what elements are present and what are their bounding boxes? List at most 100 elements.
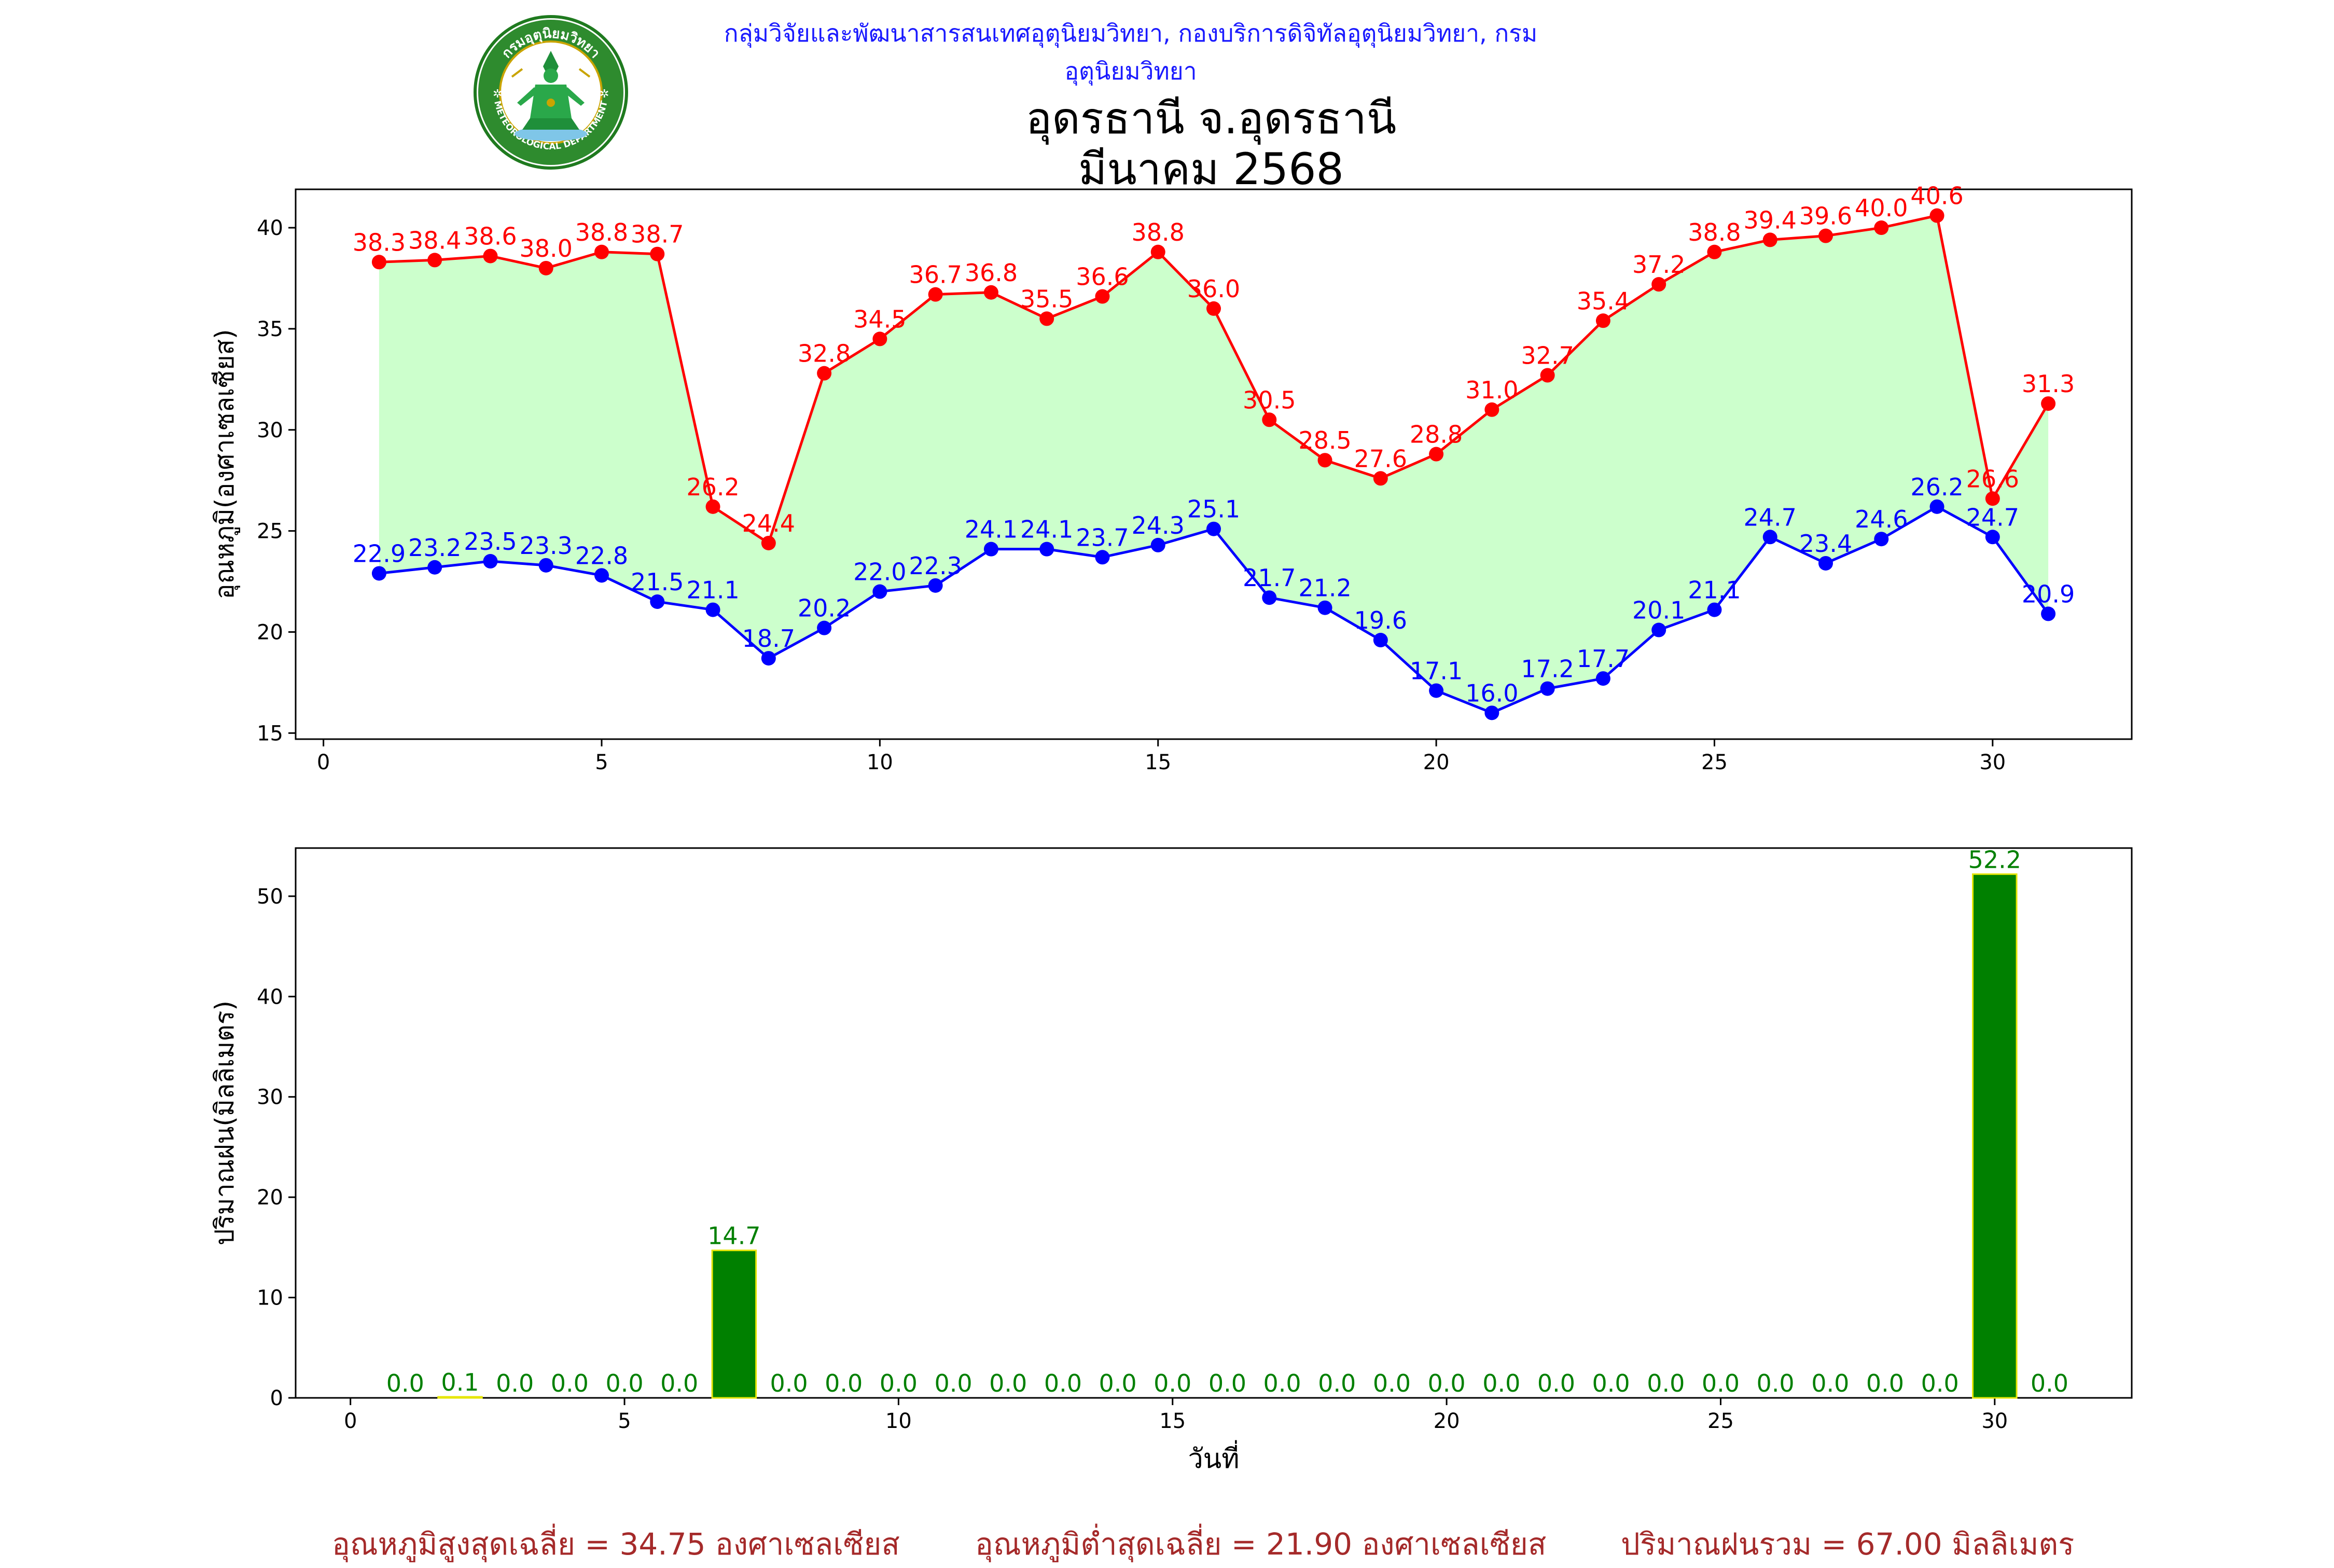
rain-value-label: 0.0: [551, 1369, 589, 1397]
rain-value-label: 0.0: [1154, 1369, 1191, 1397]
rain-value-label: 0.0: [496, 1369, 534, 1397]
min-temp-label: 26.2: [1910, 473, 1963, 501]
min-temp-label: 19.6: [1354, 606, 1407, 634]
footer-average-max-temp: อุณหภูมิสูงสุดเฉลี่ย = 34.75 องศาเซลเซีย…: [332, 1527, 900, 1562]
max-temp-point: [1985, 491, 2000, 506]
min-temp-label: 25.1: [1187, 495, 1240, 523]
deity-figure-icon: [511, 51, 591, 141]
temperature-range-fill: [379, 215, 2049, 713]
temp-axes-frame: [295, 188, 2133, 740]
max-temp-point: [1818, 228, 1833, 243]
min-temp-label: 22.8: [575, 542, 628, 570]
max-temp-label: 28.8: [1410, 421, 1463, 449]
max-temp-label: 38.6: [464, 223, 517, 251]
min-temp-label: 24.1: [965, 516, 1018, 544]
meteorological-department-logo: กรมอุตุนิยมวิทยา METEOROLOGICAL DEPARTME…: [474, 15, 628, 170]
min-temp-point: [1206, 521, 1221, 536]
rain-value-label: 52.2: [1968, 845, 2021, 873]
rain-value-label: 0.0: [1921, 1369, 1959, 1397]
min-temp-label: 24.1: [1020, 516, 1073, 544]
min-temp-point: [761, 651, 776, 666]
max-temp-label: 32.7: [1521, 342, 1574, 370]
rain-value-label: 0.0: [1373, 1369, 1411, 1397]
max-temp-point: [1206, 301, 1221, 316]
max-temp-label: 38.7: [631, 220, 684, 248]
rain-value-label: 0.0: [1811, 1369, 1849, 1397]
min-temp-label: 20.1: [1632, 596, 1685, 625]
rain-xtick-label: 0: [344, 1409, 357, 1433]
rainfall-chart: 0 5 10 15 20 25 30 0 10 20 30 40 50 ปริมาณฝน(มิลลิเมต…: [210, 845, 2133, 1475]
rain-ytick-label: 40: [257, 985, 283, 1009]
max-temp-label: 36.0: [1187, 275, 1240, 303]
min-temp-label: 24.3: [1132, 511, 1185, 539]
chart-title-station: อุดรธานี จ.อุดรธานี: [1025, 93, 1397, 144]
rain-ytick-label: 30: [257, 1086, 283, 1109]
max-temp-point: [1039, 311, 1054, 326]
max-temp-label: 35.5: [1020, 285, 1073, 313]
min-temp-label: 20.2: [798, 594, 851, 622]
max-temp-point: [1317, 453, 1332, 468]
min-temp-point: [872, 584, 887, 599]
max-temp-point: [594, 244, 609, 259]
max-temp-label: 38.0: [520, 234, 573, 262]
rain-bar: [437, 1396, 483, 1399]
min-temp-point: [1262, 590, 1277, 605]
temp-xtick-label: 5: [595, 751, 608, 774]
max-temp-point: [1373, 471, 1388, 486]
rain-ytick-label: 10: [257, 1286, 283, 1310]
max-temp-point: [650, 246, 665, 261]
min-temp-point: [1095, 550, 1110, 565]
max-temp-point: [983, 285, 998, 300]
max-temp-label: 38.8: [575, 218, 628, 246]
max-temp-label: 38.8: [1132, 218, 1185, 246]
rain-value-label: 0.0: [934, 1369, 972, 1397]
max-temp-label: 36.6: [1076, 263, 1129, 291]
min-temp-point: [650, 594, 665, 609]
max-temp-label: 37.2: [1632, 251, 1685, 279]
min-temp-label: 18.7: [742, 625, 795, 653]
max-temp-point: [538, 260, 553, 275]
max-temp-point: [1595, 313, 1610, 328]
min-temp-point: [1150, 537, 1165, 552]
max-temp-label: 24.4: [742, 509, 795, 537]
max-temp-point: [2041, 396, 2056, 411]
temp-xtick-label: 0: [317, 751, 330, 774]
min-temp-label: 23.3: [520, 532, 573, 560]
min-temp-point: [1762, 530, 1777, 545]
max-temp-label: 28.5: [1298, 426, 1351, 454]
min-temp-label: 24.6: [1855, 505, 1908, 533]
min-temp-point: [817, 620, 832, 635]
min-temp-point: [1595, 671, 1610, 686]
min-temp-point: [1985, 530, 2000, 545]
max-temp-label: 32.8: [798, 340, 851, 368]
max-temp-label: 36.7: [909, 261, 962, 289]
rain-bar: [711, 1250, 757, 1399]
min-temp-label: 21.7: [1243, 564, 1296, 592]
min-temp-label: 17.1: [1410, 657, 1463, 685]
max-temp-point: [483, 248, 498, 263]
rain-value-label: 0.0: [880, 1369, 918, 1397]
temperature-chart: 0 5 10 15 20 25 30 15 20 25 30 35 40 อุณหภูมิ(องศาเซล…: [210, 182, 2133, 774]
temp-ytick-label: 25: [257, 520, 283, 544]
max-temp-point: [371, 255, 386, 270]
rain-xtick-label: 20: [1434, 1409, 1460, 1433]
footer-total-rainfall: ปริมาณฝนรวม = 67.00 มิลลิเมตร: [1621, 1527, 2075, 1562]
rain-value-label: 0.0: [1702, 1369, 1740, 1397]
max-temp-label: 40.0: [1855, 194, 1908, 222]
max-temp-point: [705, 499, 720, 514]
min-temp-point: [1317, 600, 1332, 615]
rain-value-label: 0.0: [770, 1369, 808, 1397]
max-temp-label: 40.6: [1910, 182, 1963, 210]
min-temp-point: [1039, 542, 1054, 557]
rain-xtick-label: 25: [1707, 1409, 1734, 1433]
max-temp-point: [817, 366, 832, 381]
svg-text:✲: ✲: [493, 88, 502, 101]
organization-text: กลุ่มวิจัยและพัฒนาสารสนเทศอุตุนิยมวิทยา,…: [724, 19, 1538, 85]
min-temp-point: [427, 560, 442, 575]
temp-ytick-label: 15: [257, 721, 283, 745]
rain-value-label: 0.0: [605, 1369, 643, 1397]
min-temp-label: 17.2: [1521, 655, 1574, 683]
max-temp-point: [1150, 244, 1165, 259]
min-temp-point: [1540, 681, 1555, 696]
